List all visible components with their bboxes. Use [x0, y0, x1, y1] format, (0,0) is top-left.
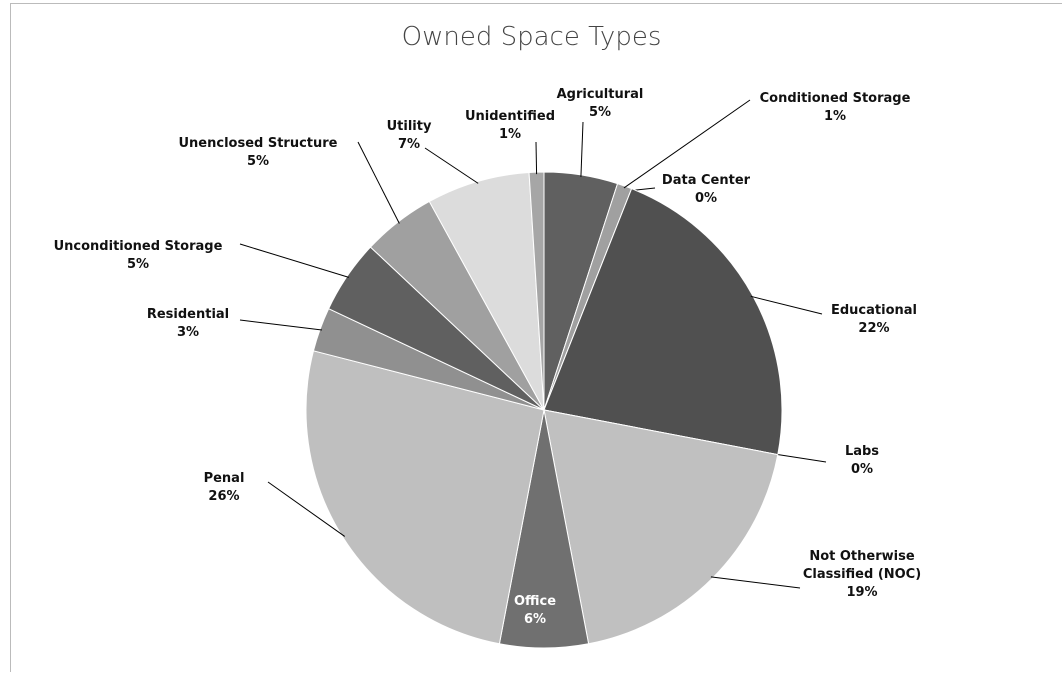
value-label: 5%	[126, 257, 150, 272]
data-label: Labs 0%	[845, 443, 879, 479]
leader-line	[750, 295, 823, 315]
category-label: Office	[513, 594, 557, 609]
category-label: Residential	[146, 307, 230, 322]
data-label: Agricultural 5%	[557, 86, 644, 122]
category-label: Data Center	[661, 173, 751, 188]
data-label: Conditioned Storage 1%	[760, 90, 911, 126]
value-label: 5%	[588, 105, 612, 120]
value-label: 6%	[523, 612, 547, 627]
data-label: Office 6%	[514, 593, 556, 629]
value-label: 3%	[176, 325, 200, 340]
category-label: Penal	[203, 471, 245, 486]
category-label: Not Otherwise Classified (NOC)	[802, 549, 922, 582]
data-label: Not Otherwise Classified (NOC) 19%	[802, 548, 922, 602]
pie-slice	[543, 188, 783, 456]
category-label: Agricultural	[556, 87, 644, 102]
pie-slice	[428, 171, 545, 411]
category-label: Unconditioned Storage	[53, 239, 223, 254]
pie-slice	[543, 409, 779, 645]
leader-line	[710, 576, 801, 589]
chart-title: Owned Space Types	[401, 22, 662, 52]
leader-line	[424, 147, 479, 184]
value-label: 26%	[208, 489, 240, 504]
data-label: Data Center 0%	[662, 172, 750, 208]
data-label: Residential 3%	[147, 306, 229, 342]
data-label: Unconditioned Storage 5%	[54, 238, 223, 274]
value-label: 0%	[850, 462, 874, 477]
leader-line	[239, 243, 349, 278]
category-label: Conditioned Storage	[759, 91, 911, 106]
category-label: Labs	[844, 444, 880, 459]
data-label: Educational 22%	[831, 302, 917, 338]
value-label: 1%	[498, 127, 522, 142]
value-label: 1%	[823, 109, 847, 124]
data-label: Penal 26%	[204, 470, 245, 506]
value-label: 19%	[846, 585, 878, 600]
category-label: Unidentified	[464, 109, 556, 124]
data-label: Unidentified 1%	[465, 108, 555, 144]
pie-slice	[305, 350, 545, 645]
value-label: 0%	[694, 191, 718, 206]
category-label: Utility	[386, 119, 432, 134]
leader-line	[239, 319, 323, 331]
leader-line	[535, 141, 538, 175]
category-label: Educational	[830, 303, 918, 318]
data-label: Utility 7%	[387, 118, 432, 154]
leader-line	[580, 121, 584, 177]
leader-line	[357, 141, 400, 224]
value-label: 5%	[246, 154, 270, 169]
leader-line	[775, 453, 827, 463]
value-label: 7%	[397, 137, 421, 152]
value-label: 22%	[858, 321, 890, 336]
chart-frame	[10, 3, 1062, 672]
data-label: Unenclosed Structure 5%	[178, 135, 337, 171]
leader-line	[267, 481, 346, 537]
category-label: Unenclosed Structure	[178, 136, 338, 151]
leader-line	[623, 99, 751, 189]
